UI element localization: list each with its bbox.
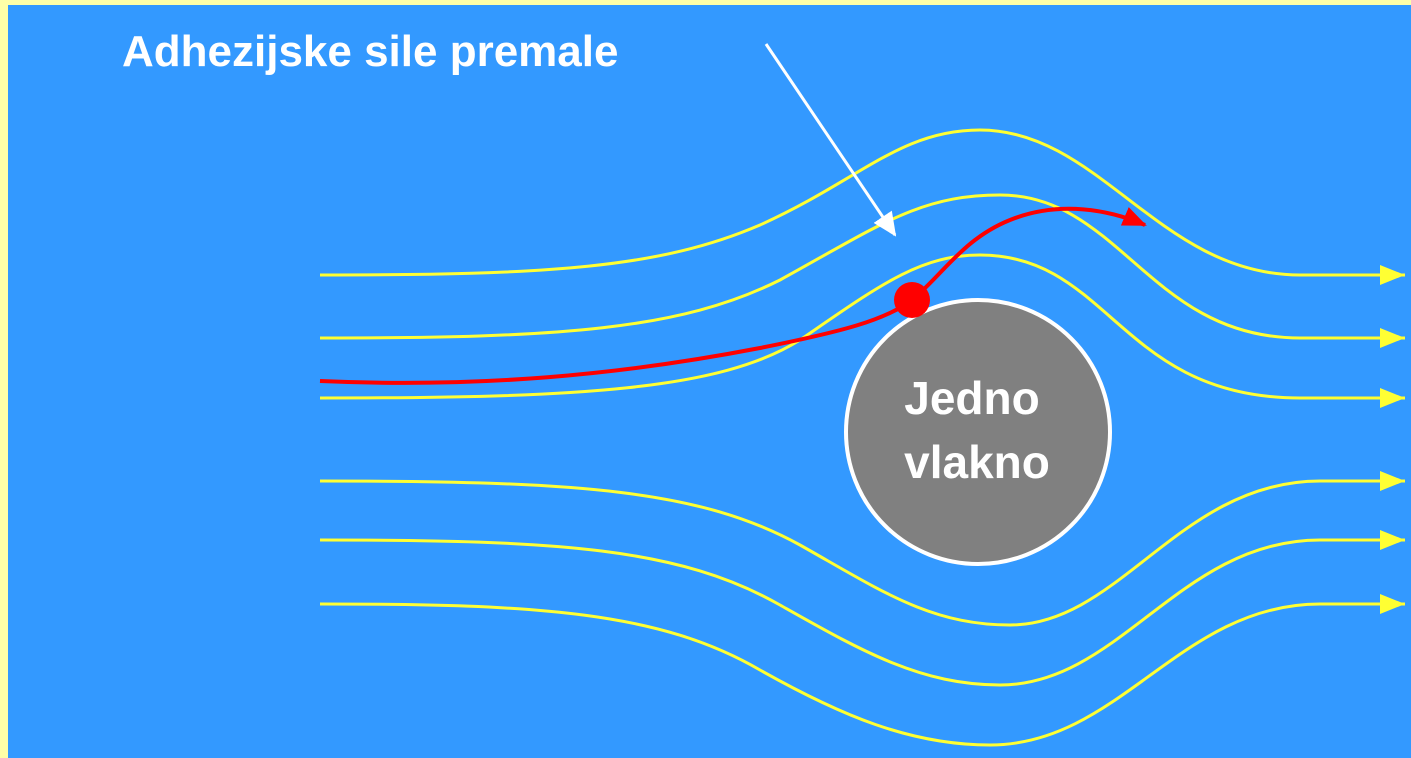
fiber-label: Jedno [904,372,1039,424]
diagram: Jedno vlakno Adhezijske sile premale [0,0,1411,758]
fiber [846,300,1110,564]
page: Jedno vlakno Adhezijske sile premale (()… [0,0,1411,758]
fiber-label: vlakno [904,436,1050,488]
particle [894,282,930,318]
title: Adhezijske sile premale [122,27,618,76]
